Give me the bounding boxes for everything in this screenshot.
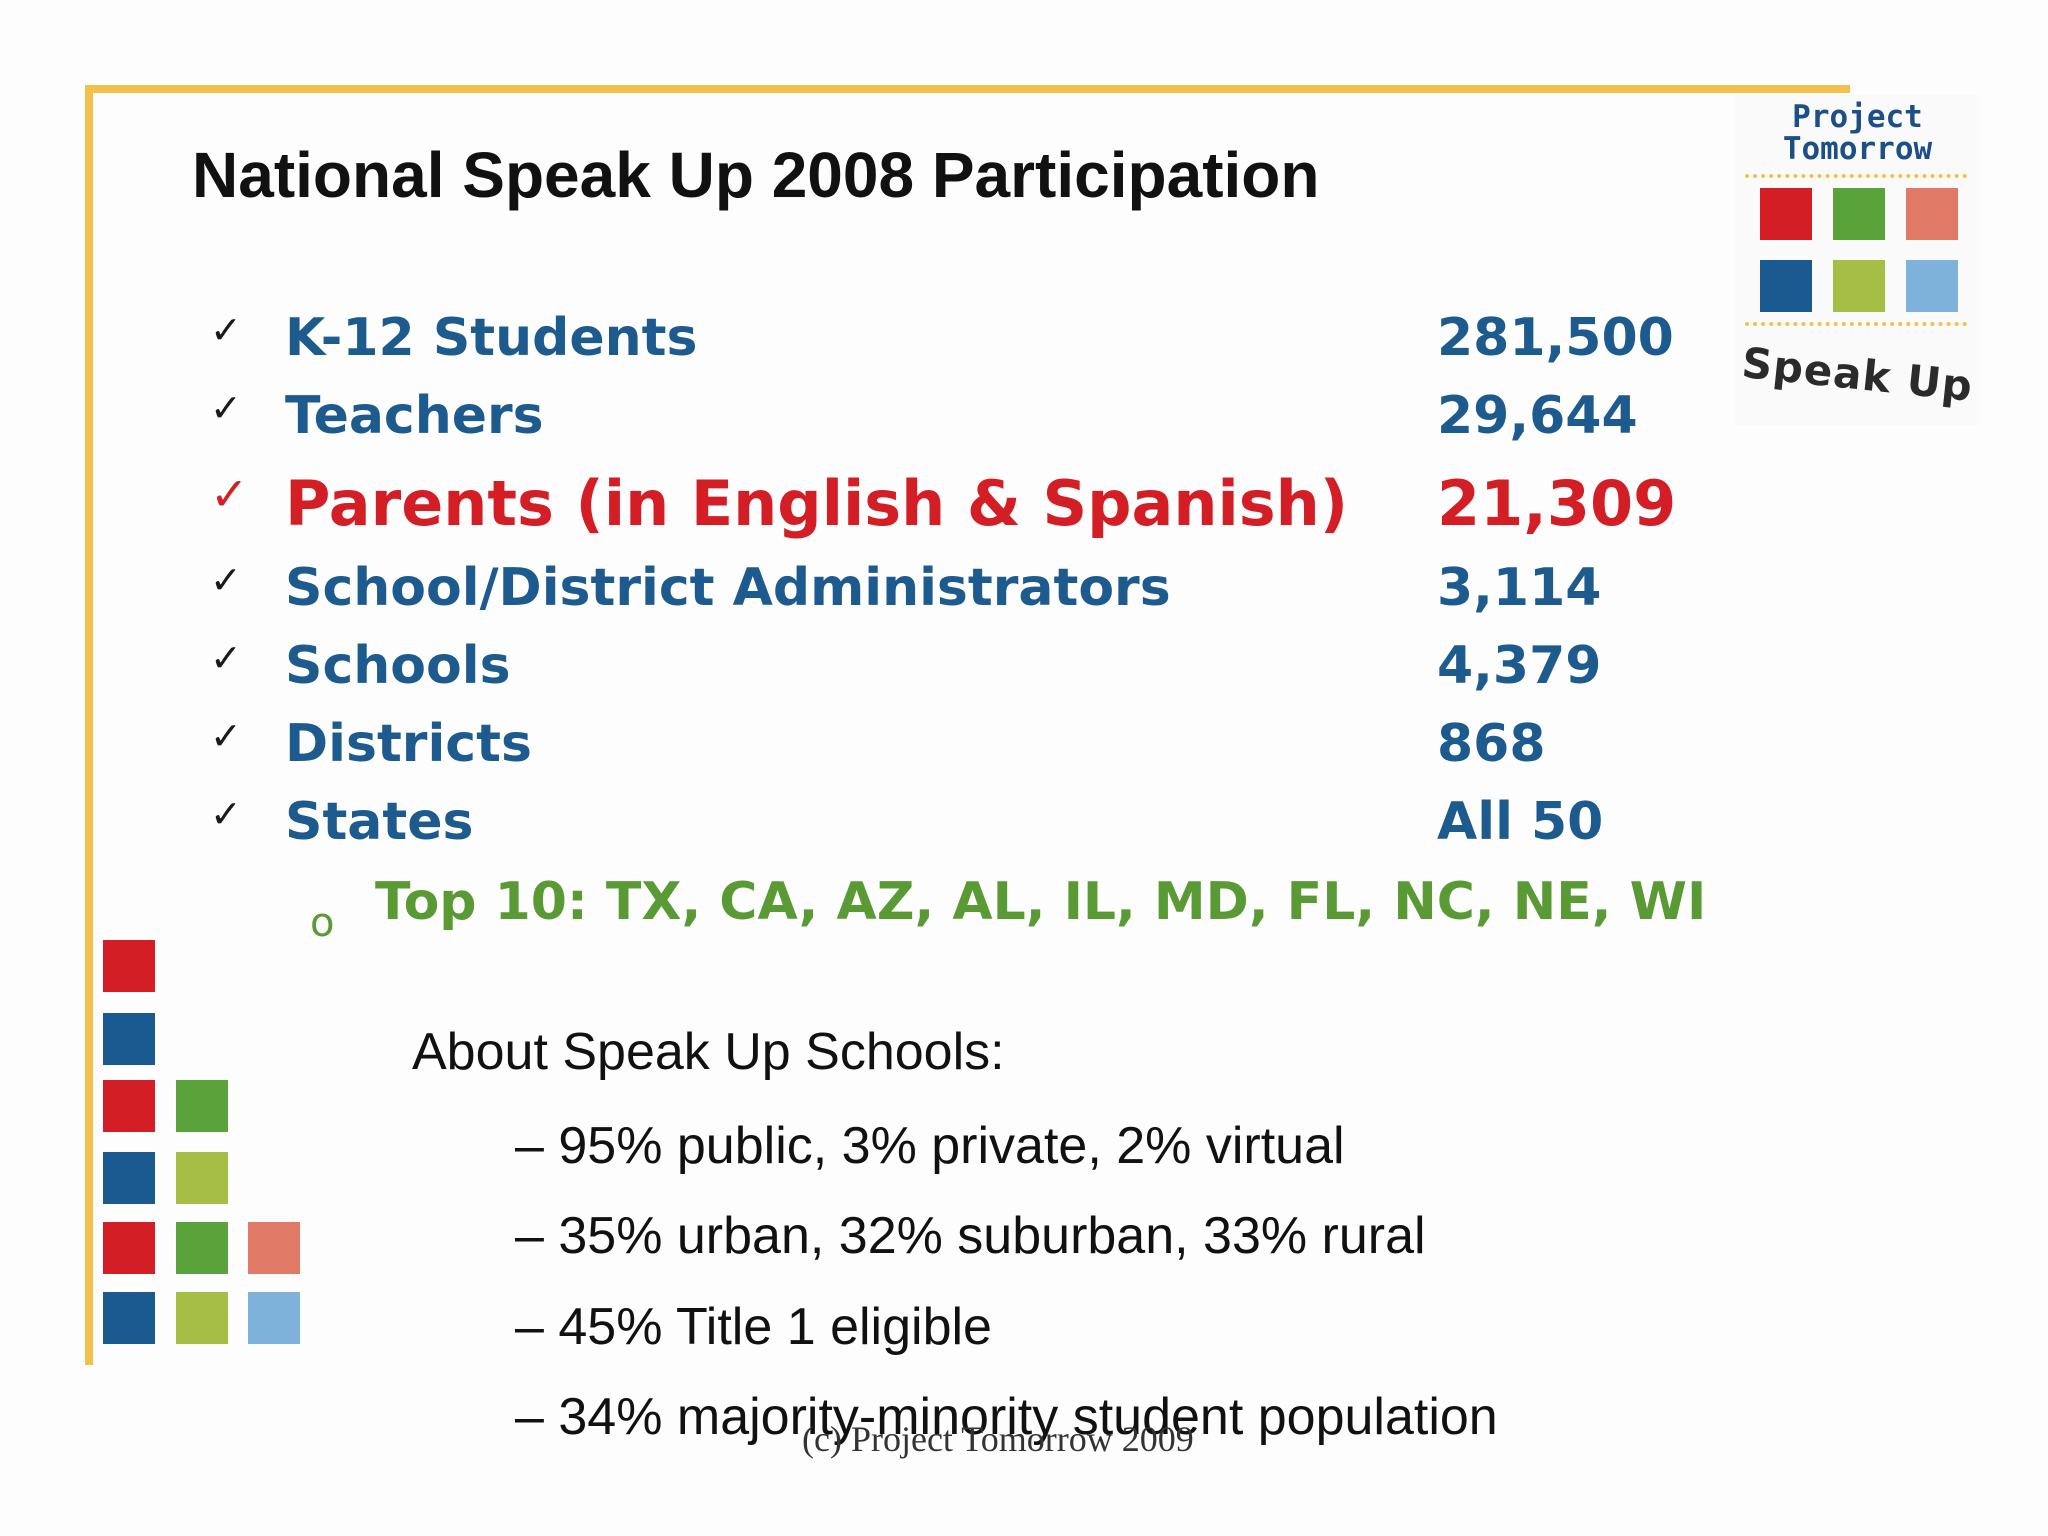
row-value: 868 bbox=[1437, 714, 1546, 774]
about-heading: About Speak Up Schools: bbox=[412, 1023, 1005, 1081]
row-value: 281,500 bbox=[1437, 308, 1674, 368]
check-icon: ✓ bbox=[210, 792, 242, 836]
decorative-square-lime bbox=[176, 1292, 228, 1344]
logo-square-blue bbox=[1760, 260, 1812, 312]
row-label: Districts bbox=[285, 714, 532, 774]
logo-dotted-line-bottom bbox=[1745, 322, 1967, 326]
decorative-square-blue bbox=[103, 1013, 155, 1065]
decorative-square-blue bbox=[103, 1152, 155, 1204]
check-icon: ✓ bbox=[210, 308, 242, 352]
logo-square-lightblue bbox=[1906, 260, 1958, 312]
row-value: All 50 bbox=[1437, 792, 1604, 852]
decorative-square-lime bbox=[176, 1152, 228, 1204]
about-item: – 35% urban, 32% suburban, 33% rural bbox=[515, 1207, 1426, 1265]
row-label: Schools bbox=[285, 636, 511, 696]
logo-square-lime bbox=[1833, 260, 1885, 312]
check-icon: ✓ bbox=[210, 714, 242, 758]
logo-square-green bbox=[1833, 188, 1885, 240]
participation-row-districts: ✓ Districts 868 bbox=[0, 714, 1750, 784]
decorative-square-red bbox=[103, 1080, 155, 1132]
check-icon: ✓ bbox=[210, 467, 249, 521]
check-icon: ✓ bbox=[210, 386, 242, 430]
check-icon: ✓ bbox=[210, 558, 242, 602]
row-label: Teachers bbox=[285, 386, 544, 446]
page-title: National Speak Up 2008 Participation bbox=[192, 139, 1320, 211]
row-value: 3,114 bbox=[1437, 558, 1602, 618]
logo-line-2: Tomorrow bbox=[1782, 131, 1933, 167]
decorative-square-salmon bbox=[248, 1222, 300, 1274]
decorative-square-green bbox=[176, 1222, 228, 1274]
frame-top-border bbox=[85, 85, 1850, 93]
logo-line-1: Project bbox=[1792, 99, 1923, 135]
participation-row-parents: ✓ Parents (in English & Spanish) 21,309 bbox=[0, 467, 1750, 540]
logo-speak-up: Speak Up bbox=[1739, 338, 1976, 411]
row-value: 4,379 bbox=[1437, 636, 1602, 696]
logo-dotted-line-top bbox=[1745, 174, 1967, 178]
about-item: – 45% Title 1 eligible bbox=[515, 1298, 992, 1356]
footer-copyright: (c) Project Tomorrow 2009 bbox=[802, 1419, 1194, 1459]
decorative-square-green bbox=[176, 1080, 228, 1132]
row-label: Parents (in English & Spanish) bbox=[285, 467, 1349, 540]
participation-row-schools: ✓ Schools 4,379 bbox=[0, 636, 1750, 706]
decorative-square-red bbox=[103, 940, 155, 992]
top-10-states: Top 10: TX, CA, AZ, AL, IL, MD, FL, NC, … bbox=[375, 872, 1707, 932]
participation-row-states: ✓ States All 50 bbox=[0, 792, 1750, 862]
row-label: States bbox=[285, 792, 474, 852]
logo-square-red bbox=[1760, 188, 1812, 240]
row-value: 29,644 bbox=[1437, 386, 1638, 446]
decorative-square-red bbox=[103, 1222, 155, 1274]
project-tomorrow-logo: Project Tomorrow Speak Up bbox=[1735, 95, 1980, 425]
about-item: – 95% public, 3% private, 2% virtual bbox=[515, 1117, 1345, 1175]
decorative-square-lightblue bbox=[248, 1292, 300, 1344]
logo-square-salmon bbox=[1906, 188, 1958, 240]
check-icon: ✓ bbox=[210, 636, 242, 680]
participation-row-k12: ✓ K-12 Students 281,500 bbox=[0, 308, 1750, 378]
decorative-square-blue bbox=[103, 1292, 155, 1344]
row-value: 21,309 bbox=[1437, 467, 1677, 540]
participation-row-administrators: ✓ School/District Administrators 3,114 bbox=[0, 558, 1750, 628]
row-label: School/District Administrators bbox=[285, 558, 1171, 618]
row-label: K-12 Students bbox=[285, 308, 698, 368]
participation-row-teachers: ✓ Teachers 29,644 bbox=[0, 386, 1750, 456]
about-item: – 34% majority-minority student populati… bbox=[515, 1388, 1498, 1446]
frame-left-border bbox=[85, 85, 93, 1365]
sub-bullet-icon: o bbox=[310, 900, 335, 946]
